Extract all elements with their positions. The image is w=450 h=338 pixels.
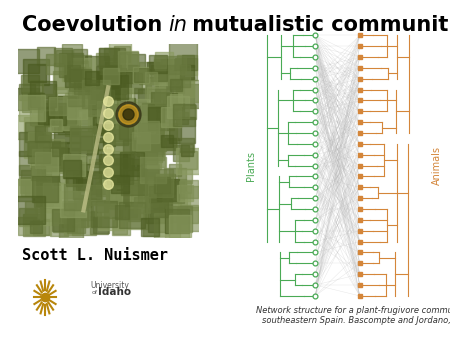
Text: Idaho: Idaho <box>98 287 131 297</box>
Text: of: of <box>92 290 98 295</box>
Text: in: in <box>169 15 188 35</box>
Text: Scott L. Nuismer: Scott L. Nuismer <box>22 248 168 263</box>
Text: University: University <box>90 281 129 290</box>
Text: Coevolution: Coevolution <box>22 15 170 35</box>
Text: Plants: Plants <box>246 151 256 180</box>
Text: Network structure for a plant-frugivore community in
southeastern Spain. Bascomp: Network structure for a plant-frugivore … <box>256 306 450 325</box>
Text: Animals: Animals <box>432 146 442 185</box>
Text: mutualistic communities: mutualistic communities <box>185 15 450 35</box>
